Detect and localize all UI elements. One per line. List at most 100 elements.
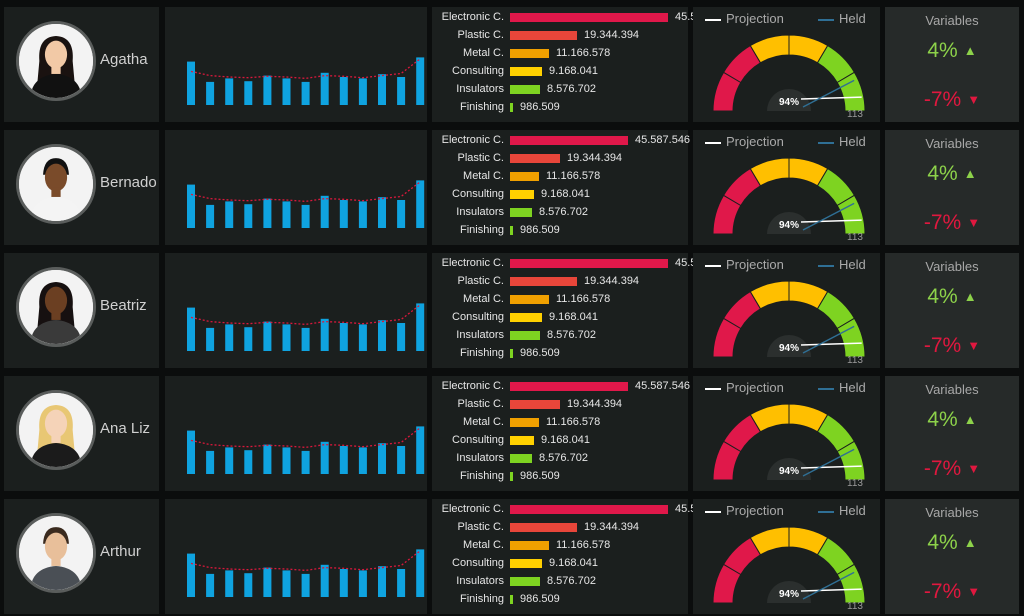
breakdown-value: 986.509 xyxy=(520,593,560,605)
variable-down-value: -7% xyxy=(923,88,962,111)
spark-bar xyxy=(378,74,386,105)
gauge-panel: Projection Held 94% 113 xyxy=(693,253,880,368)
variables-title: Variables xyxy=(925,259,979,274)
breakdown-bar xyxy=(510,172,539,181)
gauge-max-value: 113 xyxy=(847,355,863,366)
gauge-max-value: 113 xyxy=(847,601,863,612)
spark-bar xyxy=(225,78,234,105)
breakdown-label: Insulators xyxy=(456,206,504,218)
woman-avatar-icon xyxy=(16,21,96,101)
spark-bar xyxy=(378,197,386,228)
breakdown-bar xyxy=(510,559,542,568)
spark-bar xyxy=(301,327,310,351)
gauge-chart xyxy=(712,34,866,112)
breakdown-value: 19.344.394 xyxy=(567,398,623,410)
breakdown-label: Consulting xyxy=(452,311,504,323)
breakdown-bar xyxy=(510,154,560,163)
spark-bar xyxy=(416,426,425,474)
person-row: Agatha Electronic C.45.587.546 Plastic C. 1… xyxy=(0,7,1024,124)
variables-title: Variables xyxy=(925,13,979,28)
cost-breakdown: Electronic C.45.587.546 Plastic C. 19.344.… xyxy=(432,253,730,368)
spark-trend-line xyxy=(190,550,421,572)
gauge-chart xyxy=(712,157,866,235)
cost-breakdown: Electronic C.45.587.546 Plastic C. 19.344.… xyxy=(432,499,730,614)
breakdown-value: 19.344.394 xyxy=(567,152,623,164)
spark-bar xyxy=(225,324,234,351)
breakdown-row: Electronic C. 45.587.546 xyxy=(432,133,691,150)
breakdown-value: 11.166.578 xyxy=(556,293,611,305)
breakdown-row: Insulators 8.576.702 xyxy=(432,574,688,591)
breakdown-bar xyxy=(510,190,534,199)
breakdown-label: Electronic C. xyxy=(441,503,504,515)
breakdown-value: 9.168.041 xyxy=(549,65,598,77)
breakdown-label: Finishing xyxy=(459,470,504,482)
breakdown-label: Insulators xyxy=(456,452,504,464)
breakdown-value: 45.587.546 xyxy=(635,134,691,146)
breakdown-label: Plastic C. xyxy=(457,275,504,287)
breakdown-row: Finishing 986.509 xyxy=(432,100,688,117)
breakdown-bar xyxy=(510,295,549,304)
breakdown-label: Electronic C. xyxy=(441,134,504,146)
projection-swatch xyxy=(705,510,721,513)
breakdown-row: Insulators 8.576.702 xyxy=(432,328,688,345)
arrow-down-icon: ▼ xyxy=(967,338,981,353)
breakdown-bar xyxy=(510,67,542,76)
spark-bar xyxy=(206,573,215,597)
person-name: Agatha xyxy=(100,51,148,68)
spark-bar xyxy=(339,323,348,351)
held-needle xyxy=(802,202,855,231)
spark-bar xyxy=(244,573,253,597)
breakdown-row: Consulting 9.168.041 xyxy=(432,187,688,204)
legend-projection: Projection xyxy=(705,503,784,518)
gauge-panel: Projection Held 94% 113 xyxy=(693,499,880,614)
gauge-hub xyxy=(767,335,811,357)
legend-held: Held xyxy=(818,257,866,272)
breakdown-label: Finishing xyxy=(459,347,504,359)
breakdown-value: 11.166.578 xyxy=(546,416,601,428)
breakdown-row: Electronic C.45.587.546 xyxy=(432,256,730,273)
breakdown-value: 986.509 xyxy=(520,101,560,113)
breakdown-row: Electronic C.45.587.546 xyxy=(432,379,690,396)
spark-bar xyxy=(263,198,272,228)
spark-bar xyxy=(282,570,291,597)
breakdown-label: Consulting xyxy=(452,434,504,446)
breakdown-row: Consulting 9.168.041 xyxy=(432,433,688,450)
sparkline-chart xyxy=(187,303,425,351)
variable-down-value: -7% xyxy=(923,580,962,603)
spark-bar xyxy=(358,324,367,351)
spark-bar xyxy=(187,307,195,351)
projection-needle xyxy=(800,342,862,346)
woman-avatar-icon xyxy=(16,267,96,347)
breakdown-label: Insulators xyxy=(456,329,504,341)
spark-bar xyxy=(320,72,329,105)
variable-up: 4% ▲ xyxy=(885,39,1019,63)
variable-up: 4% ▲ xyxy=(885,162,1019,186)
variable-up-value: 4% xyxy=(927,39,958,62)
spark-bar xyxy=(416,57,425,105)
sparkline-panel xyxy=(165,130,427,245)
breakdown-label: Electronic C. xyxy=(441,380,504,392)
spark-bar xyxy=(225,570,234,597)
breakdown-row: Insulators 8.576.702 xyxy=(432,82,688,99)
breakdown-label: Plastic C. xyxy=(457,398,504,410)
breakdown-label: Insulators xyxy=(456,83,504,95)
breakdown-label: Electronic C. xyxy=(441,11,504,23)
breakdown-row: Plastic C. 19.344.394 xyxy=(432,151,688,168)
sparkline-chart xyxy=(187,426,425,474)
spark-bar xyxy=(187,553,195,597)
breakdown-value: 9.168.041 xyxy=(549,557,598,569)
breakdown-value: 19.344.394 xyxy=(584,29,640,41)
held-needle xyxy=(802,448,855,477)
breakdown-label: Metal C. xyxy=(463,416,504,428)
spark-bar xyxy=(378,320,386,351)
projection-swatch xyxy=(705,387,721,390)
spark-bar xyxy=(225,447,234,474)
breakdown-label: Plastic C. xyxy=(457,29,504,41)
held-swatch xyxy=(818,264,834,267)
breakdown-row: Metal C. 11.166.578 xyxy=(432,538,688,555)
breakdown-label: Finishing xyxy=(459,224,504,236)
spark-bar xyxy=(282,324,291,351)
breakdown-row: Finishing 986.509 xyxy=(432,223,688,240)
spark-bar xyxy=(244,327,253,351)
legend-held-label: Held xyxy=(839,11,866,26)
